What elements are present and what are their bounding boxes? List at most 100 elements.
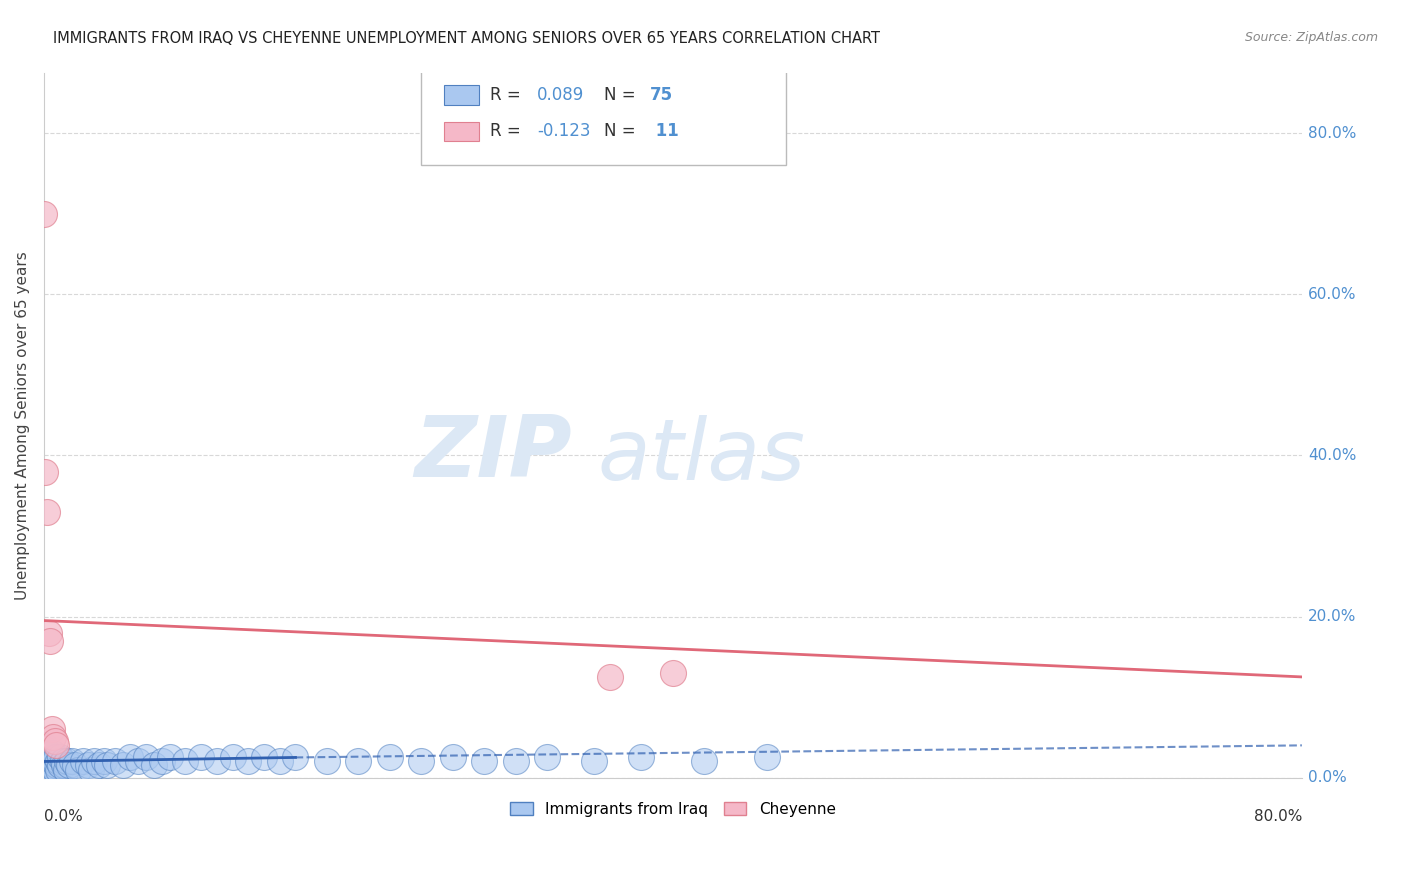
Point [472, 755, 495, 769]
Point [221, 750, 243, 764]
Point [38, 763, 60, 777]
Point [583, 755, 606, 769]
Point [42, 731, 65, 745]
Point [87, 758, 110, 772]
Point [662, 665, 685, 680]
Point [35, 763, 58, 777]
Point [35, 747, 58, 761]
Point [45, 739, 67, 753]
Point [83, 755, 105, 769]
Point [630, 750, 652, 764]
Point [41, 758, 63, 772]
Point [39, 758, 62, 772]
FancyBboxPatch shape [422, 70, 786, 165]
Point [72, 755, 94, 769]
Point [316, 755, 339, 769]
Text: 80.0%: 80.0% [1254, 809, 1302, 824]
Point [41, 750, 63, 764]
Point [77, 758, 100, 772]
Point [253, 750, 276, 764]
Point [42, 755, 65, 769]
Point [45, 750, 67, 764]
Point [150, 755, 173, 769]
Point [48, 750, 70, 764]
Point [190, 750, 212, 764]
Point [34, 758, 56, 772]
Point [35, 505, 58, 519]
Point [44, 763, 66, 777]
Text: 0.089: 0.089 [537, 86, 585, 103]
Point [48, 758, 70, 772]
Point [42, 747, 65, 761]
Point [46, 755, 69, 769]
Point [46, 763, 69, 777]
Y-axis label: Unemployment Among Seniors over 65 years: Unemployment Among Seniors over 65 years [15, 251, 30, 599]
Point [35, 755, 58, 769]
Text: 80.0%: 80.0% [1308, 126, 1357, 141]
Text: 20.0%: 20.0% [1308, 609, 1357, 624]
Text: 60.0%: 60.0% [1308, 287, 1357, 301]
Point [284, 750, 307, 764]
FancyBboxPatch shape [444, 121, 479, 141]
Point [135, 750, 157, 764]
Point [104, 755, 127, 769]
Text: 0.0%: 0.0% [44, 809, 83, 824]
Point [41, 763, 63, 777]
Point [80, 763, 103, 777]
Point [599, 670, 621, 684]
Point [205, 755, 228, 769]
Point [38, 755, 60, 769]
Point [32, 207, 55, 221]
Point [58, 758, 80, 772]
Point [39, 755, 62, 769]
Point [67, 763, 90, 777]
Point [52, 755, 75, 769]
Point [159, 750, 181, 764]
Point [44, 755, 66, 769]
Point [347, 755, 370, 769]
Point [53, 758, 76, 772]
Point [111, 758, 134, 772]
Point [39, 633, 62, 648]
Text: 40.0%: 40.0% [1308, 448, 1357, 463]
Point [45, 758, 67, 772]
Point [238, 755, 260, 769]
Point [44, 734, 66, 748]
Point [60, 755, 83, 769]
Text: R =: R = [491, 86, 526, 103]
Point [39, 763, 62, 777]
Text: IMMIGRANTS FROM IRAQ VS CHEYENNE UNEMPLOYMENT AMONG SENIORS OVER 65 YEARS CORREL: IMMIGRANTS FROM IRAQ VS CHEYENNE UNEMPLO… [53, 31, 880, 46]
Legend: Immigrants from Iraq, Cheyenne: Immigrants from Iraq, Cheyenne [503, 796, 842, 822]
Point [32, 739, 55, 753]
Point [96, 758, 118, 772]
Point [693, 755, 716, 769]
Text: 11: 11 [650, 122, 679, 140]
Point [93, 755, 115, 769]
Point [38, 625, 60, 640]
Point [56, 755, 79, 769]
Text: atlas: atlas [598, 416, 806, 499]
Point [269, 755, 291, 769]
Point [34, 750, 56, 764]
Point [65, 758, 87, 772]
Point [34, 742, 56, 756]
Point [441, 750, 464, 764]
Point [536, 750, 558, 764]
Point [34, 755, 56, 769]
Point [143, 758, 166, 772]
Text: N =: N = [603, 86, 641, 103]
Text: 75: 75 [650, 86, 673, 103]
Point [756, 750, 779, 764]
Point [55, 763, 77, 777]
Point [174, 755, 197, 769]
Point [411, 755, 433, 769]
Point [32, 755, 55, 769]
Point [41, 723, 63, 737]
Text: ZIP: ZIP [415, 412, 572, 495]
Point [34, 465, 56, 479]
Point [32, 747, 55, 761]
Point [378, 750, 401, 764]
FancyBboxPatch shape [444, 85, 479, 104]
Point [127, 755, 149, 769]
Point [34, 763, 56, 777]
